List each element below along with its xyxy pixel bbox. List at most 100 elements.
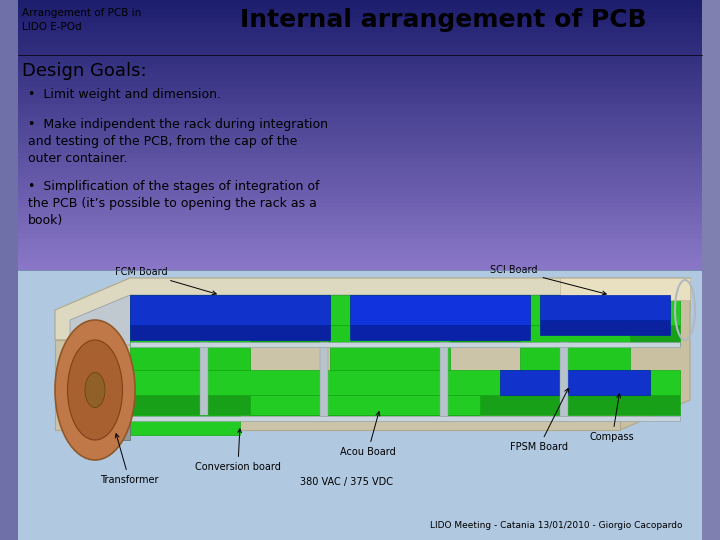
Bar bbox=[0, 207, 720, 213]
Polygon shape bbox=[130, 325, 330, 340]
Text: Acou Board: Acou Board bbox=[340, 411, 396, 457]
Text: Compass: Compass bbox=[590, 394, 634, 442]
Polygon shape bbox=[130, 395, 680, 415]
Polygon shape bbox=[560, 278, 690, 300]
Bar bbox=[0, 153, 720, 159]
Polygon shape bbox=[55, 340, 620, 430]
Bar bbox=[0, 23, 720, 28]
Text: Conversion board: Conversion board bbox=[195, 429, 281, 472]
Bar bbox=[0, 27, 720, 32]
Bar bbox=[0, 180, 720, 186]
Text: Arrangement of PCB in
LIDO E-POd: Arrangement of PCB in LIDO E-POd bbox=[22, 8, 141, 32]
Text: FPSM Board: FPSM Board bbox=[510, 388, 568, 452]
Bar bbox=[320, 342, 328, 421]
Text: SCI Board: SCI Board bbox=[490, 265, 606, 295]
Bar bbox=[0, 77, 720, 82]
Bar bbox=[0, 40, 720, 46]
Bar bbox=[0, 243, 720, 248]
Bar bbox=[0, 225, 720, 231]
Bar bbox=[0, 54, 720, 59]
Text: •  Limit weight and dimension.: • Limit weight and dimension. bbox=[28, 88, 221, 101]
Bar bbox=[0, 72, 720, 78]
Text: •  Simplification of the stages of integration of
the PCB (it’s possible to open: • Simplification of the stages of integr… bbox=[28, 180, 320, 227]
Polygon shape bbox=[130, 415, 240, 435]
Polygon shape bbox=[130, 295, 330, 325]
Bar bbox=[0, 239, 720, 244]
Bar bbox=[440, 342, 448, 421]
Bar bbox=[0, 99, 720, 105]
Bar bbox=[0, 135, 720, 140]
Bar bbox=[0, 144, 720, 150]
Bar bbox=[0, 31, 720, 37]
Polygon shape bbox=[130, 325, 250, 370]
Bar bbox=[0, 117, 720, 123]
Polygon shape bbox=[70, 295, 680, 345]
Polygon shape bbox=[520, 325, 630, 370]
Bar bbox=[0, 36, 720, 42]
Bar bbox=[200, 342, 208, 421]
Bar bbox=[0, 261, 720, 267]
Bar bbox=[0, 94, 720, 100]
Polygon shape bbox=[130, 295, 680, 325]
Polygon shape bbox=[55, 278, 690, 340]
Bar bbox=[0, 45, 720, 51]
Bar bbox=[0, 112, 720, 118]
Bar bbox=[0, 9, 720, 15]
Polygon shape bbox=[620, 278, 690, 430]
Bar bbox=[0, 108, 720, 113]
Bar bbox=[0, 270, 720, 540]
Bar bbox=[0, 0, 720, 5]
Bar bbox=[0, 63, 720, 69]
Bar bbox=[0, 148, 720, 154]
Bar bbox=[0, 198, 720, 204]
Bar bbox=[0, 122, 720, 127]
Bar bbox=[0, 234, 720, 240]
Bar bbox=[0, 193, 720, 199]
Bar bbox=[0, 90, 720, 96]
Bar bbox=[0, 212, 720, 217]
Bar bbox=[0, 131, 720, 136]
Bar bbox=[130, 416, 680, 421]
Bar bbox=[0, 220, 720, 226]
Polygon shape bbox=[250, 395, 480, 415]
Polygon shape bbox=[500, 370, 650, 395]
Bar bbox=[0, 230, 720, 235]
Bar bbox=[0, 189, 720, 194]
Text: LIDO Meeting - Catania 13/01/2010 - Giorgio Cacopardo: LIDO Meeting - Catania 13/01/2010 - Gior… bbox=[430, 521, 683, 530]
Text: 380 VAC / 375 VDC: 380 VAC / 375 VDC bbox=[300, 477, 393, 487]
Polygon shape bbox=[130, 325, 680, 345]
Bar bbox=[0, 176, 720, 181]
Bar bbox=[0, 68, 720, 73]
Bar bbox=[0, 162, 720, 167]
Bar bbox=[0, 256, 720, 262]
Bar bbox=[0, 247, 720, 253]
Bar bbox=[0, 139, 720, 145]
Bar bbox=[130, 342, 680, 347]
Text: FCM Board: FCM Board bbox=[115, 267, 216, 295]
Bar bbox=[0, 266, 720, 271]
Ellipse shape bbox=[55, 320, 135, 460]
Bar bbox=[0, 126, 720, 132]
Bar bbox=[0, 50, 720, 55]
Polygon shape bbox=[350, 295, 530, 325]
Polygon shape bbox=[70, 420, 130, 440]
Text: Transformer: Transformer bbox=[100, 434, 158, 485]
Bar bbox=[702, 0, 720, 540]
Bar bbox=[560, 342, 568, 421]
Bar bbox=[0, 18, 720, 24]
Ellipse shape bbox=[85, 373, 105, 408]
Polygon shape bbox=[350, 325, 530, 340]
Text: •  Make indipendent the rack during integration
and testing of the PCB, from the: • Make indipendent the rack during integ… bbox=[28, 118, 328, 165]
Bar bbox=[0, 104, 720, 109]
Bar bbox=[0, 158, 720, 163]
Bar bbox=[0, 166, 720, 172]
Polygon shape bbox=[540, 320, 670, 335]
Bar bbox=[0, 185, 720, 190]
Text: Internal arrangement of PCB: Internal arrangement of PCB bbox=[240, 8, 647, 32]
Bar bbox=[0, 216, 720, 221]
Bar bbox=[0, 81, 720, 86]
Bar bbox=[0, 0, 18, 540]
Ellipse shape bbox=[68, 340, 122, 440]
Polygon shape bbox=[330, 325, 450, 370]
Bar bbox=[0, 14, 720, 19]
